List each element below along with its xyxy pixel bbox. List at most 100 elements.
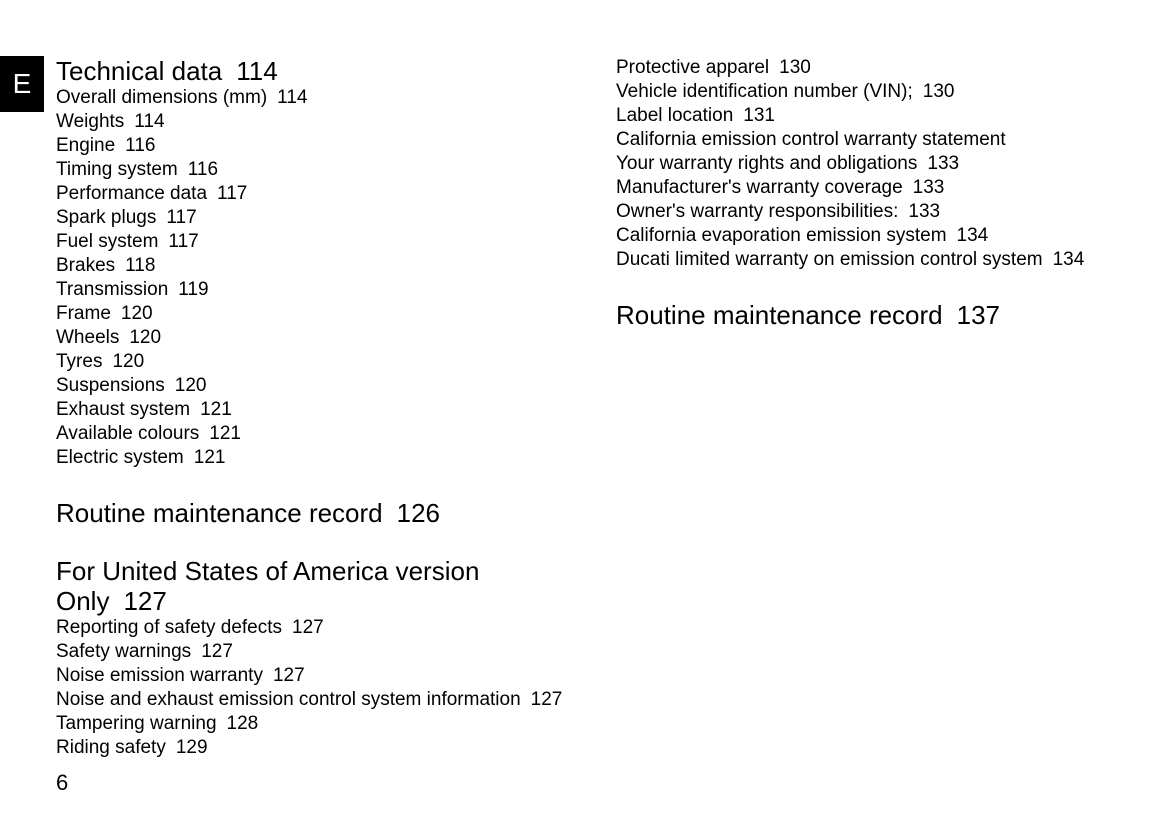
- toc-entry: Protective apparel 130: [616, 56, 1136, 80]
- toc-entry: Engine 116: [56, 134, 576, 158]
- toc-entry-text: Noise emission warranty: [56, 665, 263, 686]
- toc-entry-text: Manufacturer's warranty coverage: [616, 177, 903, 198]
- page-body: Technical data114Overall dimensions (mm)…: [56, 56, 1136, 796]
- toc-entry: California evaporation emission system13…: [616, 224, 1136, 248]
- toc-entry: Spark plugs117: [56, 206, 576, 230]
- toc-entry-page: 128: [227, 713, 259, 734]
- toc-entry-page: 127: [201, 641, 233, 662]
- toc-entry: Brakes 118: [56, 254, 576, 278]
- toc-entry-text: California emission control warranty sta…: [616, 129, 1006, 150]
- toc-entry-text: Your warranty rights and obligations: [616, 153, 917, 174]
- toc-entry: Fuel system117: [56, 230, 576, 254]
- toc-heading: Routine maintenance record 126: [56, 498, 576, 528]
- toc-entry-page: 121: [194, 447, 226, 468]
- toc-entry-text: Fuel system: [56, 231, 158, 252]
- toc-entry: Exhaust system 121: [56, 398, 576, 422]
- toc-entry-page: 127: [531, 689, 563, 710]
- toc-entry: Tyres 120: [56, 350, 576, 374]
- toc-entry-page: 121: [209, 423, 241, 444]
- toc-entry-text: Weights: [56, 111, 124, 132]
- toc-entry: Wheels 120: [56, 326, 576, 350]
- toc-entry-page: 114: [277, 87, 307, 108]
- toc-entry-text: Wheels: [56, 327, 119, 348]
- toc-entry: Noise emission warranty127: [56, 664, 576, 688]
- toc-heading: Routine maintenance record137: [616, 300, 1136, 330]
- toc-entry-text: Ducati limited warranty on emission cont…: [616, 249, 1043, 270]
- toc-entry-text: Performance data: [56, 183, 207, 204]
- toc-entry: Performance data 117: [56, 182, 576, 206]
- toc-entry-text: Reporting of safety defects: [56, 617, 282, 638]
- toc-entry-page: 120: [129, 327, 161, 348]
- toc-entry-text: Overall dimensions (mm): [56, 87, 267, 108]
- toc-entry-text: Engine: [56, 135, 115, 156]
- toc-entry-text: Available colours: [56, 423, 199, 444]
- toc-entry: Overall dimensions (mm) 114: [56, 86, 576, 110]
- toc-heading-page: 137: [957, 300, 1000, 330]
- toc-entry-text: Electric system: [56, 447, 184, 468]
- toc-entry: Reporting of safety defects 127: [56, 616, 576, 640]
- toc-entry: Available colours 121: [56, 422, 576, 446]
- toc-entry-page: 133: [908, 201, 940, 222]
- side-tab: E: [0, 56, 44, 112]
- toc-heading-page: 114: [236, 56, 277, 86]
- page-number: 6: [56, 770, 68, 796]
- toc-entry-page: 131: [743, 105, 775, 126]
- toc-entry-text: Exhaust system: [56, 399, 190, 420]
- toc-heading-text: Routine maintenance record: [56, 498, 383, 528]
- toc-entry-text: Suspensions: [56, 375, 165, 396]
- toc-entry-page: 129: [176, 737, 208, 758]
- toc-heading: Technical data 114: [56, 56, 576, 86]
- toc-entry: Owner's warranty responsibilities:133: [616, 200, 1136, 224]
- toc-entry: Timing system 116: [56, 158, 576, 182]
- toc-entry: California emission control warranty sta…: [616, 128, 1136, 152]
- toc-entry: Transmission 119: [56, 278, 576, 302]
- toc-entry-text: Noise and exhaust emission control syste…: [56, 689, 521, 710]
- toc-entry-text: Riding safety: [56, 737, 166, 758]
- toc-entry: Frame 120: [56, 302, 576, 326]
- toc-entry-text: Tampering warning: [56, 713, 217, 734]
- toc-entry-page: 127: [292, 617, 324, 638]
- toc-entry-page: 133: [913, 177, 945, 198]
- toc-entry-text: Label location: [616, 105, 733, 126]
- toc-entry-text: Spark plugs: [56, 207, 156, 228]
- toc-entry-text: Protective apparel: [616, 57, 769, 78]
- toc-entry-text: Brakes: [56, 255, 115, 276]
- toc-entry-page: 117: [217, 183, 247, 204]
- toc-entry: Vehicle identification number (VIN); 130: [616, 80, 1136, 104]
- toc-columns: Technical data114Overall dimensions (mm)…: [56, 56, 1136, 766]
- toc-entry-page: 120: [175, 375, 207, 396]
- side-tab-letter: E: [13, 68, 32, 99]
- toc-entry-page: 134: [1053, 249, 1085, 270]
- toc-heading-text: Technical data: [56, 56, 222, 86]
- toc-heading: For United States of America version Onl…: [56, 556, 576, 616]
- toc-entry-text: Tyres: [56, 351, 102, 372]
- toc-entry-page: 121: [200, 399, 232, 420]
- toc-heading-text: For United States of America version Onl…: [56, 556, 479, 616]
- toc-entry-page: 116: [125, 135, 155, 156]
- toc-entry: Electric system 121: [56, 446, 576, 470]
- toc-entry-page: 130: [923, 81, 955, 102]
- toc-entry-page: 119: [178, 279, 208, 300]
- toc-entry: Riding safety 129: [56, 736, 576, 760]
- toc-entry-page: 133: [927, 153, 959, 174]
- toc-entry-text: Transmission: [56, 279, 168, 300]
- toc-entry-text: Frame: [56, 303, 111, 324]
- toc-entry: Label location 131: [616, 104, 1136, 128]
- toc-entry: Your warranty rights and obligations 133: [616, 152, 1136, 176]
- toc-entry: Tampering warning 128: [56, 712, 576, 736]
- toc-heading-page: 126: [397, 498, 440, 528]
- toc-entry-page: 116: [188, 159, 218, 180]
- toc-entry: Safety warnings127: [56, 640, 576, 664]
- toc-entry-text: Timing system: [56, 159, 178, 180]
- toc-entry-page: 118: [125, 255, 155, 276]
- toc-entry-page: 120: [121, 303, 153, 324]
- toc-entry: Manufacturer's warranty coverage 133: [616, 176, 1136, 200]
- toc-entry: Suspensions 120: [56, 374, 576, 398]
- toc-entry-text: Vehicle identification number (VIN);: [616, 81, 913, 102]
- toc-entry-page: 120: [112, 351, 144, 372]
- toc-entry-page: 130: [779, 57, 811, 78]
- toc-entry-page: 114: [134, 111, 164, 132]
- toc-heading-page: 127: [123, 586, 166, 616]
- toc-entry: Weights 114: [56, 110, 576, 134]
- toc-entry-text: California evaporation emission system: [616, 225, 947, 246]
